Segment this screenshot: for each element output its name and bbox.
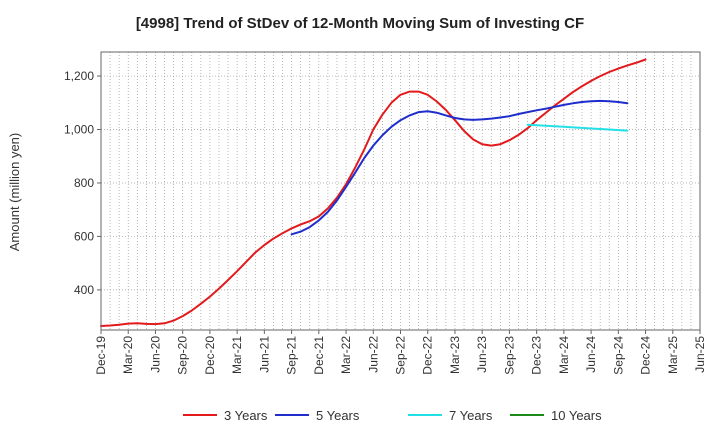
- x-tick-label: Jun-22: [366, 336, 380, 373]
- legend-label-7-years: 7 Years: [449, 408, 493, 423]
- x-tick-label: Dec-22: [421, 336, 435, 375]
- y-tick-label: 1,000: [64, 123, 94, 137]
- x-tick-label: Mar-20: [121, 336, 135, 374]
- x-tick-label: Sep-24: [611, 336, 625, 375]
- legend-label-10-years: 10 Years: [551, 408, 602, 423]
- legend: 3 Years 5 Years 7 Years 10 Years: [183, 408, 602, 423]
- x-tick-label: Mar-21: [230, 336, 244, 374]
- x-tick-label: Mar-23: [448, 336, 462, 374]
- legend-label-5-years: 5 Years: [316, 408, 360, 423]
- x-tick-label: Dec-21: [312, 336, 326, 375]
- legend-label-3-years: 3 Years: [224, 408, 268, 423]
- series-line-7-years: [526, 123, 629, 132]
- chart-title: [4998] Trend of StDev of 12-Month Moving…: [136, 15, 584, 32]
- x-tick-label: Mar-25: [666, 336, 680, 374]
- y-tick-label: 600: [74, 229, 94, 243]
- series-layer: [100, 58, 647, 327]
- series-line-5-years: [290, 99, 629, 236]
- x-tick-label: Mar-24: [557, 336, 571, 374]
- y-tick-label: 800: [74, 176, 94, 190]
- grid-layer: [101, 52, 700, 330]
- x-tick-label: Dec-20: [203, 336, 217, 375]
- axis-layer: 400 600 800 1,000 1,200 Dec-19 Mar-20 Jun-20 Sep…: [64, 51, 707, 375]
- x-tick-label: Sep-22: [394, 336, 408, 375]
- x-tick-label: Dec-23: [530, 336, 544, 375]
- x-tick-label: Jun-23: [475, 336, 489, 373]
- x-tick-label: Sep-23: [502, 336, 516, 375]
- x-tick-label: Dec-24: [639, 336, 653, 375]
- x-tick-label: Mar-22: [339, 336, 353, 374]
- series-line-3-years: [100, 58, 647, 327]
- y-tick-label: 1,200: [64, 69, 94, 83]
- x-tick-label: Jun-21: [257, 336, 271, 373]
- y-tick-label: 400: [74, 283, 94, 297]
- x-tick-label: Dec-19: [94, 336, 108, 375]
- x-tick-label: Sep-21: [285, 336, 299, 375]
- x-tick-label: Sep-20: [176, 336, 190, 375]
- x-tick-label: Jun-24: [584, 336, 598, 373]
- x-tick-label: Jun-25: [693, 336, 707, 373]
- y-axis-label: Amount (million yen): [7, 133, 22, 252]
- x-tick-label: Jun-20: [148, 336, 162, 373]
